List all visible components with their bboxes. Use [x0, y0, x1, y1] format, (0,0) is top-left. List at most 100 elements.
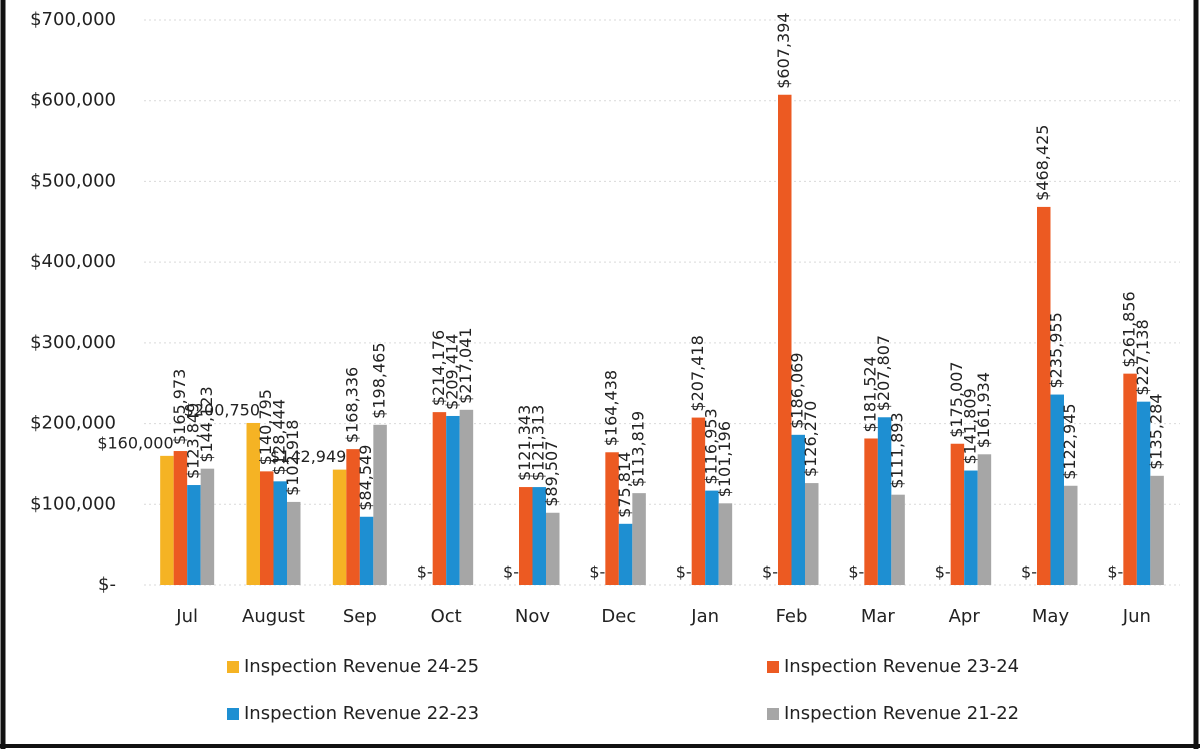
x-tick-label: Jul	[175, 606, 198, 627]
data-label: $101,196	[715, 421, 734, 497]
bar	[605, 452, 619, 585]
data-label: $128,444	[270, 399, 289, 475]
bar	[173, 451, 188, 585]
bar	[1050, 394, 1064, 585]
legend-label: Inspection Revenue 21-22	[784, 703, 1019, 724]
data-label: $121,313	[529, 405, 548, 481]
data-label: $121,343	[515, 405, 534, 481]
x-tick-label: August	[242, 606, 305, 627]
bar	[273, 481, 287, 585]
data-label: $161,934	[974, 372, 993, 448]
legend-swatch	[227, 661, 239, 673]
bar	[691, 417, 706, 585]
bar	[1136, 401, 1151, 585]
bar	[246, 422, 260, 585]
data-label: $175,007	[947, 361, 966, 437]
bar	[432, 412, 447, 585]
data-label: $89,507	[542, 441, 561, 507]
bar	[964, 470, 978, 585]
data-label: $207,418	[688, 335, 707, 411]
bar	[446, 415, 460, 585]
bar	[359, 516, 374, 585]
data-label: $140,795	[256, 389, 275, 465]
data-label: $607,394	[774, 12, 793, 88]
bar	[1037, 206, 1051, 585]
y-tick-label: $100,000	[30, 493, 116, 514]
bar	[791, 434, 805, 585]
x-tick-label: Nov	[515, 606, 550, 627]
data-label: $168,336	[343, 367, 362, 443]
data-label: $164,438	[602, 370, 621, 446]
bar	[332, 469, 347, 585]
bar	[718, 503, 733, 585]
bar	[187, 485, 201, 585]
x-tick-label: Jan	[690, 606, 719, 627]
bar	[287, 501, 301, 585]
data-label: $235,955	[1047, 312, 1066, 388]
bar	[618, 523, 633, 585]
bar	[891, 494, 905, 585]
data-label: $227,138	[1133, 319, 1152, 395]
legend-label: Inspection Revenue 23-24	[784, 656, 1019, 677]
legend-label: Inspection Revenue 22-23	[244, 703, 479, 724]
data-label: $207,807	[874, 335, 893, 411]
bar	[546, 512, 560, 585]
x-tick-label: Jun	[1122, 606, 1151, 627]
bar	[877, 417, 892, 585]
data-label: $116,953	[701, 408, 720, 484]
x-tick-label: Feb	[776, 606, 808, 627]
y-tick-label: $500,000	[30, 170, 116, 191]
data-label: $135,284	[1147, 393, 1166, 469]
y-tick-label: $700,000	[30, 9, 116, 30]
legend-label: Inspection Revenue 24-25	[244, 656, 479, 677]
data-label: $75,814	[615, 452, 634, 518]
y-tick-label: $400,000	[30, 251, 116, 272]
bar	[977, 454, 992, 585]
data-label: $165,973	[170, 369, 189, 445]
x-tick-label: Oct	[431, 606, 462, 627]
bar	[373, 424, 387, 585]
bar	[200, 468, 215, 585]
data-label: $-	[935, 563, 951, 582]
data-label: $-	[676, 563, 692, 582]
x-tick-label: Dec	[601, 606, 636, 627]
data-label: $261,856	[1120, 291, 1139, 367]
data-label: $181,524	[861, 356, 880, 432]
y-tick-label: $300,000	[30, 332, 116, 353]
data-label: $141,809	[960, 388, 979, 464]
data-label: $126,270	[801, 401, 820, 477]
legend-swatch	[767, 708, 779, 720]
data-label: $-	[503, 563, 519, 582]
data-label: $111,893	[888, 412, 907, 488]
legend-swatch	[227, 708, 239, 720]
legend-swatch	[767, 661, 779, 673]
data-label: $113,819	[629, 411, 648, 487]
x-tick-label: Apr	[949, 606, 981, 627]
bar	[532, 487, 546, 585]
data-label: $-	[417, 563, 433, 582]
data-label: $160,000	[97, 433, 173, 452]
data-label: $-	[1021, 563, 1037, 582]
data-label: $198,465	[370, 342, 389, 418]
y-tick-label: $-	[98, 574, 116, 595]
data-label: $200,750	[184, 400, 260, 419]
data-label: $217,041	[456, 327, 475, 403]
bar	[1150, 475, 1164, 585]
data-label: $144,123	[197, 386, 216, 462]
x-tick-label: Sep	[343, 606, 377, 627]
bar	[705, 490, 719, 585]
bar	[864, 438, 878, 585]
x-tick-label: May	[1032, 606, 1070, 627]
y-tick-label: $600,000	[30, 90, 116, 111]
bar	[778, 94, 792, 585]
data-label: $186,069	[788, 352, 807, 428]
data-label: $142,949	[270, 447, 346, 466]
data-label: $209,414	[442, 334, 461, 410]
bar	[346, 449, 360, 585]
x-tick-label: Mar	[861, 606, 896, 627]
bar	[805, 483, 819, 585]
data-label: $-	[1107, 563, 1123, 582]
data-label: $122,945	[1060, 403, 1079, 479]
